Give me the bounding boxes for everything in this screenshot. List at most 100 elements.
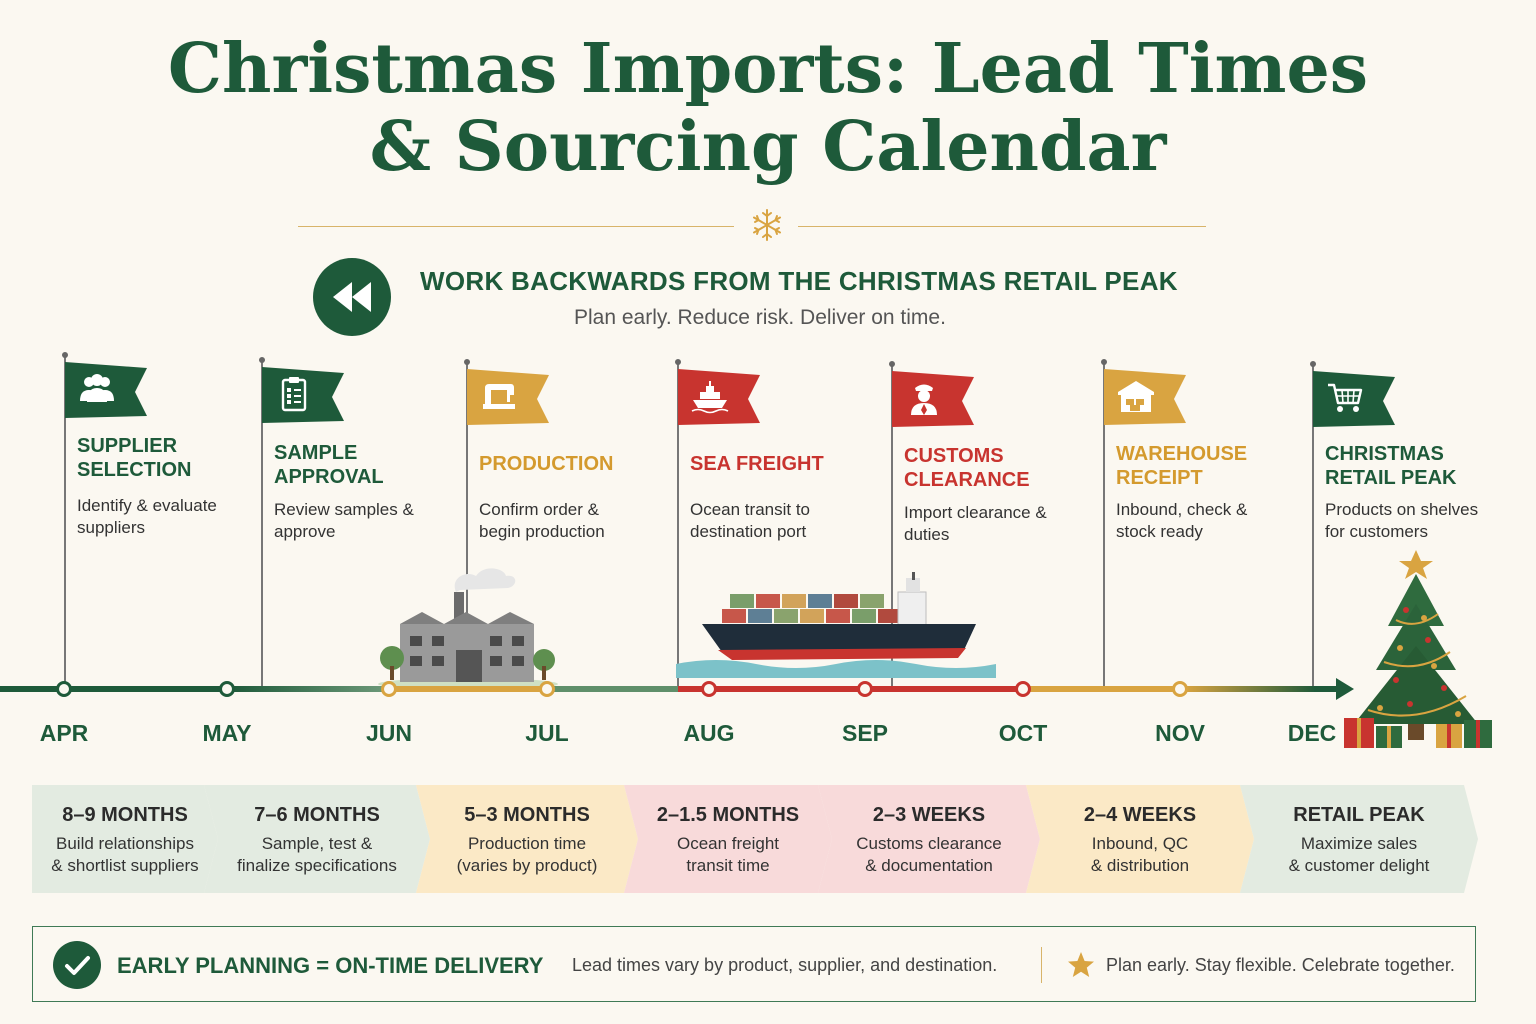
lead-time-description: Ocean freight (676, 834, 780, 853)
month-label: JUN (365, 720, 412, 746)
stage-description-line: begin production (479, 522, 605, 541)
month-label: DEC (1287, 720, 1337, 746)
month-label: JUL (525, 720, 569, 746)
stage-description-line: Import clearance & (904, 503, 1047, 522)
stage-description-line: duties (904, 525, 950, 544)
stage-description-line: stock ready (1116, 522, 1203, 541)
stage-flag (678, 369, 760, 425)
star-icon (1068, 952, 1094, 977)
stage-title-line: SEA FREIGHT (690, 453, 824, 475)
arrow-head-icon (1314, 678, 1354, 700)
lead-time-description: Build relationships (56, 834, 194, 853)
lead-time-chevron: 5–3 MONTHS Production time (varies by prod… (416, 785, 638, 893)
axis-segment-green (0, 686, 230, 692)
snowflake-icon (753, 209, 781, 241)
people-icon (77, 371, 117, 407)
axis-segment-gold-2 (1024, 686, 1184, 692)
stage-description: Import clearance & duties (904, 502, 1047, 546)
stage-title-line: PRODUCTION (479, 453, 614, 475)
lead-time-description: & distribution (1090, 856, 1190, 875)
timeline-node (701, 681, 717, 697)
banner-subline: Plan early. Reduce risk. Deliver on time… (574, 306, 946, 329)
clipboard-icon (274, 376, 314, 412)
stage-pole (1101, 359, 1107, 686)
stage-title-line: CLEARANCE (904, 469, 1030, 491)
stage-title: WAREHOUSE RECEIPT (1116, 442, 1247, 490)
timeline-node (381, 681, 397, 697)
month-label: APR (39, 720, 89, 746)
footer-panel: EARLY PLANNING = ON-TIME DELIVERY Lead t… (32, 926, 1476, 1002)
stage-title-line: CHRISTMAS (1325, 443, 1444, 465)
stage-description-line: Confirm order & (479, 500, 599, 519)
stage-title: SAMPLE APPROVAL (274, 441, 384, 489)
stage-title-line: RETAIL PEAK (1325, 467, 1457, 489)
stage-title: SEA FREIGHT (690, 452, 824, 476)
stage-pole (464, 359, 470, 686)
stage-flag (1313, 371, 1395, 427)
cart-icon (1325, 380, 1365, 416)
rewind-icon (313, 258, 391, 336)
lead-time-description: Maximize sales (1300, 834, 1418, 853)
stage-description-line: for customers (1325, 522, 1428, 541)
lead-time-description: transit time (686, 856, 770, 875)
title-line-1: Christmas Imports: Lead Times (167, 29, 1369, 109)
lead-time-description: & shortlist suppliers (51, 856, 199, 875)
christmas-tree-illustration (1344, 550, 1492, 748)
lead-time-title: 2–4 WEEKS (1083, 804, 1197, 826)
lead-time-title: RETAIL PEAK (1293, 804, 1425, 826)
lead-time-chevron: 7–6 MONTHS Sample, test & finalize specifi… (204, 785, 430, 893)
stage-flag (65, 362, 147, 418)
month-label: SEP (841, 720, 889, 746)
factory-illustration (378, 568, 558, 690)
stage-title-line: RECEIPT (1116, 467, 1203, 489)
stage-title-line: WAREHOUSE (1116, 443, 1248, 465)
lead-time-description: finalize specifications (237, 856, 397, 875)
axis-segment-gold (390, 686, 550, 692)
check-icon (53, 941, 101, 989)
sewing-machine-icon (479, 378, 519, 414)
divider-left (298, 226, 734, 227)
stage-title-line: CUSTOMS (904, 445, 1004, 467)
footer-headline: EARLY PLANNING = ON-TIME DELIVERY (117, 953, 544, 978)
axis-segment-red (678, 686, 1024, 692)
lead-time-title: 7–6 MONTHS (254, 804, 380, 826)
stage-pole (889, 361, 895, 686)
timeline-node (539, 681, 555, 697)
stage-title: SUPPLIER SELECTION (77, 434, 191, 482)
axis-segment-sage (550, 686, 678, 692)
stage-description: Identify & evaluate suppliers (77, 495, 217, 539)
stage-description-line: suppliers (77, 518, 146, 537)
stage-description-line: destination port (690, 522, 807, 541)
officer-icon (904, 380, 944, 416)
timeline-node (219, 681, 235, 697)
stage-pole (1310, 361, 1316, 686)
lead-time-title: 8–9 MONTHS (62, 804, 188, 826)
lead-time-chevron: 2–4 WEEKS Inbound, QC & distribution (1026, 785, 1254, 893)
month-label: AUG (683, 720, 735, 746)
axis-segment-blend (1184, 686, 1316, 692)
lead-time-chevron: 2–1.5 MONTHS Ocean freight transit time (624, 785, 832, 893)
stage-description-line: Review samples & (274, 500, 414, 519)
stage-description: Ocean transit to destination port (690, 499, 810, 543)
lead-time-description: Production time (467, 834, 587, 853)
stage-description-line: Products on shelves (1325, 500, 1479, 519)
stage-description: Inbound, check & stock ready (1116, 499, 1247, 543)
lead-time-title: 2–3 WEEKS (872, 804, 986, 826)
title-line-2: & Sourcing Calendar (369, 107, 1167, 187)
stage-title-line: APPROVAL (274, 466, 384, 488)
lead-time-description: Sample, test & (261, 834, 373, 853)
timeline-node (857, 681, 873, 697)
stage-title: PRODUCTION (479, 452, 613, 476)
stage-description: Products on shelves for customers (1325, 499, 1478, 543)
timeline-node (1015, 681, 1031, 697)
month-label: MAY (202, 720, 252, 746)
stage-flag (262, 367, 344, 423)
month-label: NOV (1155, 720, 1205, 746)
stage-title: CUSTOMS CLEARANCE (904, 444, 1030, 492)
stage-flag (1104, 369, 1186, 425)
stage-pole (675, 359, 681, 686)
footer-separator (1041, 947, 1042, 983)
lead-time-description: & customer delight (1288, 856, 1430, 875)
stage-title: CHRISTMAS RETAIL PEAK (1325, 442, 1457, 490)
stage-description: Confirm order & begin production (479, 499, 605, 543)
